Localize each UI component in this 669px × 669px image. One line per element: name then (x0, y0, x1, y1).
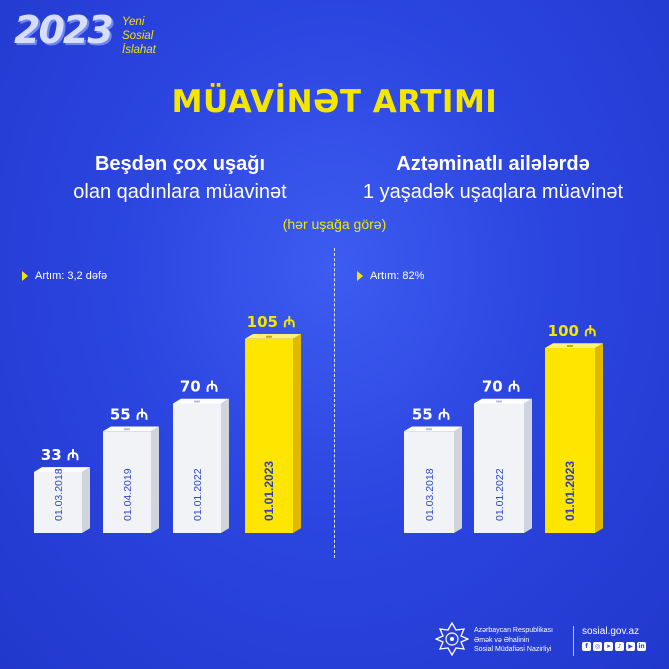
ministry-line-3: Sosial Müdafiəsi Nazirliyi (474, 646, 552, 653)
linkedin-icon[interactable]: in (637, 642, 646, 651)
bar-value-label: 70 ₼ (482, 378, 520, 396)
bar-top (173, 398, 229, 404)
bar-value-label: 33 ₼ (41, 446, 79, 464)
bar-date-label: 01.03.2018 (424, 468, 436, 521)
bar-side (151, 426, 159, 533)
bar-top (404, 426, 462, 432)
left-subtitle-line-1: Beşdən çox uşağı (94, 153, 266, 175)
brand-line-2: Sosial (122, 30, 154, 42)
page-title: MÜAVİNƏT ARTIMI (171, 84, 498, 120)
bar-side (293, 333, 301, 533)
bar (404, 431, 454, 533)
bar-top-marker (426, 428, 432, 431)
bar-side (82, 467, 90, 533)
brand-year: 2023 (14, 8, 114, 52)
brand-logo: 2023 Yeni Sosial İslahat (14, 8, 184, 58)
website-link[interactable]: sosial.gov.az (582, 626, 640, 637)
panel-divider (334, 248, 335, 558)
bar-value-label: 55 ₼ (110, 405, 148, 423)
ministry-emblem-icon (435, 622, 469, 656)
bar (173, 403, 221, 533)
bar-side (524, 398, 532, 533)
brand-line-3: İslahat (122, 44, 156, 56)
triangle-icon (22, 271, 28, 282)
bar (474, 403, 524, 533)
tiktok-icon[interactable]: ♪ (615, 642, 624, 651)
instagram-icon[interactable]: ◎ (593, 642, 602, 651)
footer: Azərbaycan Respublikası Əmək və Əhalinin… (0, 620, 669, 669)
brand-line-1: Yeni (122, 16, 145, 28)
social-icons: f ◎ ➤ ♪ ▶ in (582, 642, 646, 651)
bar-date-label: 01.04.2019 (122, 468, 134, 521)
bar-value-label: 70 ₼ (180, 378, 218, 396)
left-subtitle-line-2: olan qadınlara müavinət (73, 181, 287, 203)
bar-top-marker (55, 468, 61, 471)
right-subtitle-line-2: 1 yaşadək uşaqlara müavinət (362, 181, 624, 203)
bar-top-marker (194, 400, 200, 403)
triangle-icon (357, 271, 363, 282)
right-subtitle-line-1: Aztəminatlı ailələrdə (396, 153, 590, 175)
bar-side (595, 343, 603, 533)
bar-date-label: 01.01.2023 (262, 461, 276, 521)
brand-slogan: Yeni Sosial İslahat (122, 15, 156, 57)
ministry-name: Azərbaycan Respublikası Əmək və Əhalinin… (474, 626, 553, 655)
bar-side (221, 398, 229, 533)
bar-top (545, 343, 603, 348)
bar (34, 471, 82, 533)
per-child-note: (hər uşağa görə) (282, 216, 387, 232)
bar-value-label: 55 ₼ (412, 405, 450, 423)
bar-top (474, 398, 532, 404)
bar-top (103, 426, 159, 432)
bar-top (245, 333, 301, 339)
ministry-line-2: Əmək və Əhalinin (474, 636, 530, 644)
facebook-icon[interactable]: f (582, 642, 591, 651)
ministry-line-1: Azərbaycan Respublikası (474, 627, 553, 634)
left-growth-text: Artım: 3,2 dəfə (35, 270, 108, 282)
bar-date-label: 01.01.2022 (192, 468, 204, 521)
youtube-icon[interactable]: ▶ (626, 642, 635, 651)
bar-side (454, 426, 462, 533)
right-chart-subtitle: Aztəminatlı ailələrdə 1 yaşadək uşaqlara… (343, 150, 643, 206)
bar-date-label: 01.01.2022 (494, 468, 506, 521)
bar (545, 348, 595, 533)
bar-top-marker (567, 345, 573, 347)
right-growth-text: Artım: 82% (370, 270, 425, 282)
bar (103, 431, 151, 533)
bar-top-marker (124, 428, 130, 431)
telegram-icon[interactable]: ➤ (604, 642, 613, 651)
footer-separator (573, 626, 574, 656)
bar-value-label: 105 ₼ (247, 313, 296, 331)
bar (245, 338, 293, 533)
bar-date-label: 01.03.2018 (53, 468, 65, 521)
bar-top-marker (496, 400, 502, 403)
bar-top-marker (266, 335, 272, 338)
left-chart-subtitle: Beşdən çox uşağı olan qadınlara müavinət (30, 150, 330, 206)
bar-date-label: 01.01.2023 (563, 461, 577, 521)
left-growth-annotation: Artım: 3,2 dəfə (22, 270, 107, 282)
bar-value-label: 100 ₼ (548, 322, 597, 340)
right-growth-annotation: Artım: 82% (357, 270, 424, 282)
bar-top (34, 467, 90, 472)
